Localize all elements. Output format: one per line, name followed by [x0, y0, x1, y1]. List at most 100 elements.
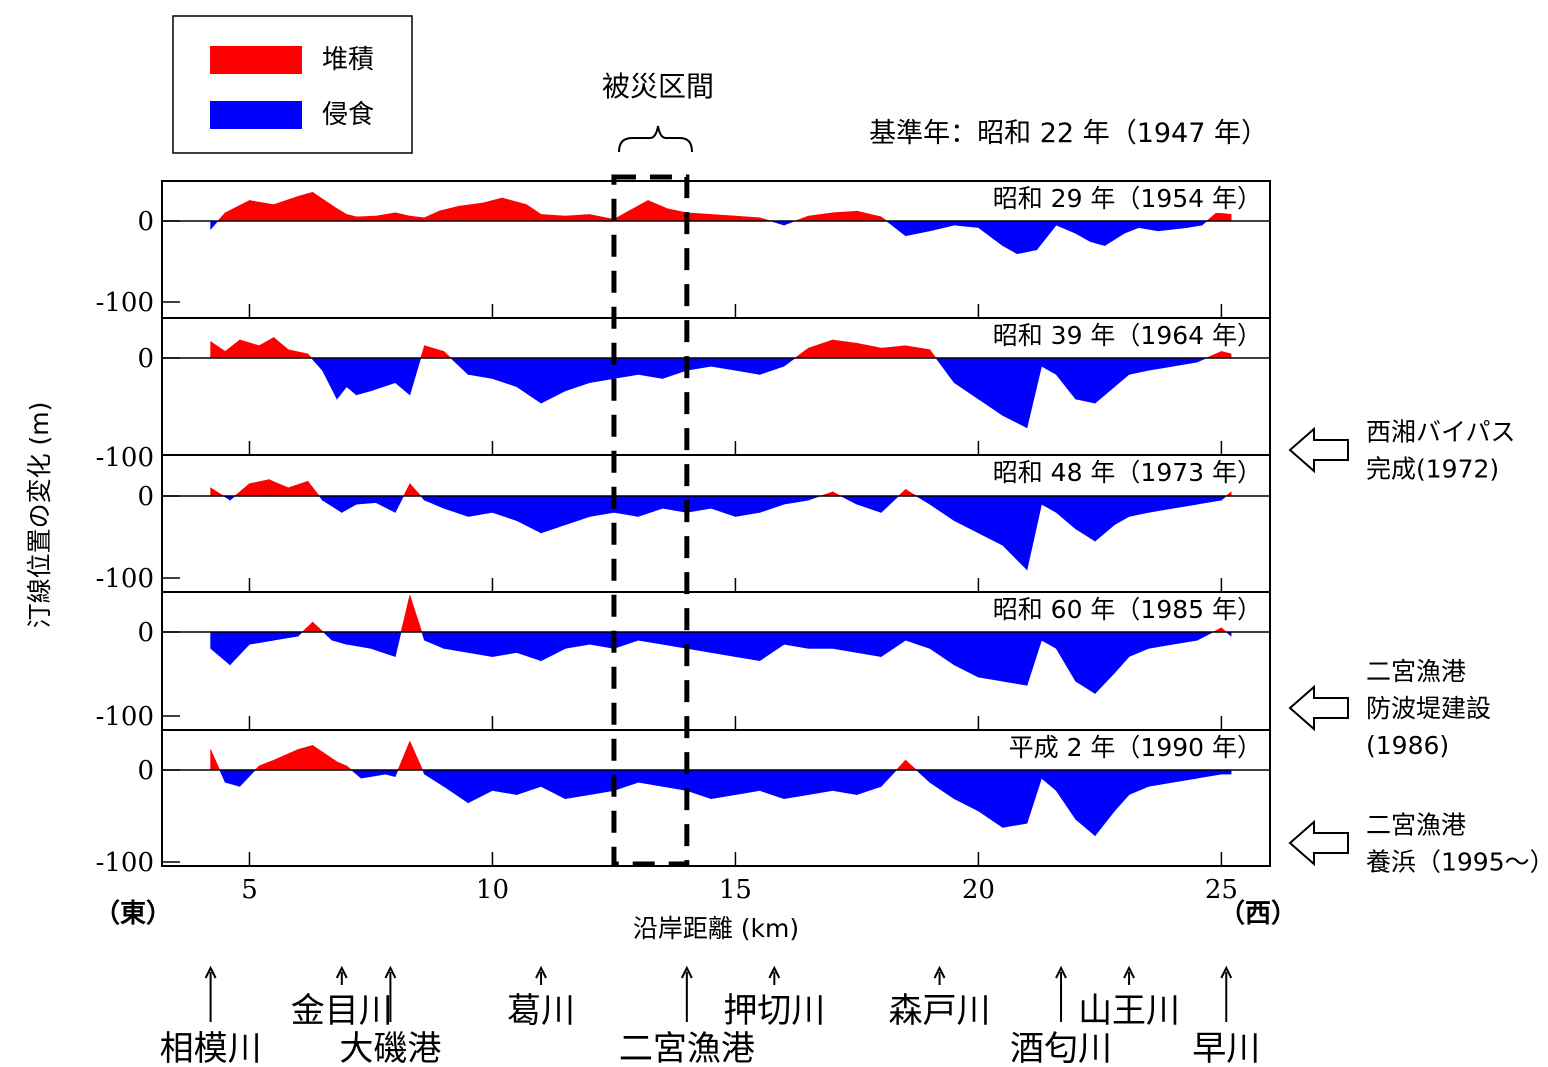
- up-arrow-head-icon: [204, 965, 217, 979]
- event-text: 西湘バイパス: [1366, 418, 1516, 447]
- panel-label: 昭和 39 年（1964 年）: [993, 321, 1262, 350]
- deposition-area: [686, 212, 712, 222]
- panel-1: 昭和 29 年（1954 年） 0 -100: [96, 180, 1271, 319]
- up-arrow-head-icon: [768, 965, 781, 979]
- erosion-area: [589, 769, 615, 795]
- erosion-area: [978, 631, 1004, 682]
- erosion-area: [492, 769, 518, 795]
- event-text: 完成(1972): [1366, 455, 1499, 484]
- erosion-area: [735, 631, 761, 662]
- landmark-label: 押切川: [723, 991, 825, 1031]
- legend-label-erosion: 侵食: [322, 100, 374, 130]
- up-arrow-head-icon: [933, 965, 946, 979]
- panel-label-bg: [996, 183, 1266, 213]
- event-text: 二宮漁港: [1366, 657, 1466, 686]
- landmark-label: 二宮漁港: [619, 1029, 755, 1067]
- up-arrow-head-icon: [1220, 965, 1233, 979]
- panel-areas: [210, 336, 1232, 429]
- left-arrow-icon: [1288, 426, 1349, 474]
- erosion-area: [1017, 220, 1038, 255]
- y-tick-label: -100: [96, 564, 154, 594]
- panel-label-bg: [996, 594, 1266, 624]
- erosion-area: [710, 769, 736, 800]
- legend: 堆積 侵食: [172, 15, 413, 154]
- erosion-area: [589, 357, 615, 383]
- erosion-area: [808, 631, 833, 649]
- panel-label-bg: [996, 457, 1266, 487]
- x-axis-ticks: 5 10 15 20 25: [241, 875, 1238, 905]
- y-tick-label: 0: [137, 482, 154, 512]
- panel-2: 昭和 39 年（1964 年） 0 -100: [96, 317, 1271, 473]
- deposition-area: [1216, 212, 1232, 222]
- damaged-section-label: 被災区間: [602, 70, 714, 103]
- landmark-label: 酒匂川: [1010, 1029, 1112, 1067]
- landmark-label: 葛川: [507, 991, 575, 1031]
- panel-label: 昭和 29 年（1954 年）: [993, 184, 1262, 213]
- y-tick-label: -100: [96, 443, 154, 473]
- legend-swatch-erosion: [210, 101, 302, 129]
- event-annotations: 西湘バイパス完成(1972)二宮漁港防波堤建設(1986)二宮漁港養浜（1995…: [1288, 418, 1548, 877]
- legend-box: [172, 15, 413, 154]
- erosion-area: [832, 769, 858, 795]
- landmark-label: 森戸川: [889, 991, 991, 1031]
- x-tick-label: 5: [241, 875, 258, 905]
- erosion-area: [1075, 357, 1096, 404]
- y-tick-label: 0: [137, 207, 154, 237]
- up-arrow-head-icon: [1055, 965, 1067, 979]
- deposition-area: [832, 339, 858, 359]
- landmark-label: 早川: [1192, 1029, 1260, 1067]
- x-tick-label: 10: [476, 875, 509, 905]
- deposition-area: [880, 345, 906, 359]
- landmark-label: 金目川: [291, 991, 393, 1031]
- erosion-area: [356, 495, 377, 505]
- panel-areas: [210, 479, 1232, 571]
- erosion-area: [856, 631, 882, 657]
- erosion-area: [1002, 769, 1028, 828]
- deposition-area: [297, 745, 313, 771]
- panel-label-bg: [996, 320, 1266, 350]
- panel-label-bg: [996, 732, 1266, 762]
- erosion-area: [1089, 220, 1106, 246]
- x-tick-label: 25: [1205, 875, 1238, 905]
- erosion-area: [1002, 357, 1028, 429]
- y-tick-label: -100: [96, 702, 154, 732]
- east-label: （東）: [94, 899, 172, 929]
- landmark-label: 山王川: [1078, 991, 1180, 1031]
- panel-areas: [210, 741, 1232, 837]
- event-text: 養浜（1995～）: [1366, 848, 1548, 877]
- up-arrow-head-icon: [1123, 965, 1135, 979]
- panel-3: 昭和 48 年（1973 年） 0 -100: [96, 454, 1271, 594]
- panel-label: 昭和 48 年（1973 年）: [993, 458, 1262, 487]
- panel-5: 平成 2 年（1990 年） 0 -100: [96, 729, 1271, 878]
- y-tick-label: 0: [137, 756, 154, 786]
- panels: 昭和 29 年（1954 年） 0 -100 昭和 39 年（1964 年） 0 -100…: [96, 180, 1271, 878]
- legend-swatch-deposition: [210, 46, 302, 74]
- y-tick-label: 0: [137, 618, 154, 648]
- deposition-area: [297, 191, 313, 222]
- y-tick-label: -100: [96, 848, 154, 878]
- event-text: 二宮漁港: [1366, 811, 1466, 840]
- x-tick-label: 20: [962, 875, 995, 905]
- erosion-area: [808, 769, 833, 795]
- base-year-label: 基準年：昭和 22 年（1947 年）: [869, 118, 1268, 149]
- landmark-label: 大磯港: [339, 1029, 441, 1067]
- up-arrow-head-icon: [335, 965, 348, 979]
- damaged-section-rect: [611, 174, 690, 867]
- event-text: (1986): [1366, 731, 1449, 760]
- panel-4: 昭和 60 年（1985 年） 0 -100: [96, 591, 1271, 732]
- y-axis-label: 汀線位置の変化 (m): [25, 402, 54, 629]
- left-arrow-icon: [1288, 819, 1349, 867]
- x-tick-label: 15: [719, 875, 752, 905]
- erosion-area: [467, 631, 493, 657]
- up-arrow-head-icon: [680, 965, 693, 979]
- landmark-label: 相模川: [160, 1029, 262, 1067]
- left-arrow-icon: [1288, 684, 1349, 732]
- deposition-area: [832, 210, 858, 222]
- panel-label: 昭和 60 年（1985 年）: [993, 595, 1262, 624]
- erosion-area: [710, 631, 736, 657]
- y-tick-label: -100: [96, 288, 154, 318]
- erosion-area: [1172, 220, 1188, 230]
- deposition-area: [458, 202, 484, 222]
